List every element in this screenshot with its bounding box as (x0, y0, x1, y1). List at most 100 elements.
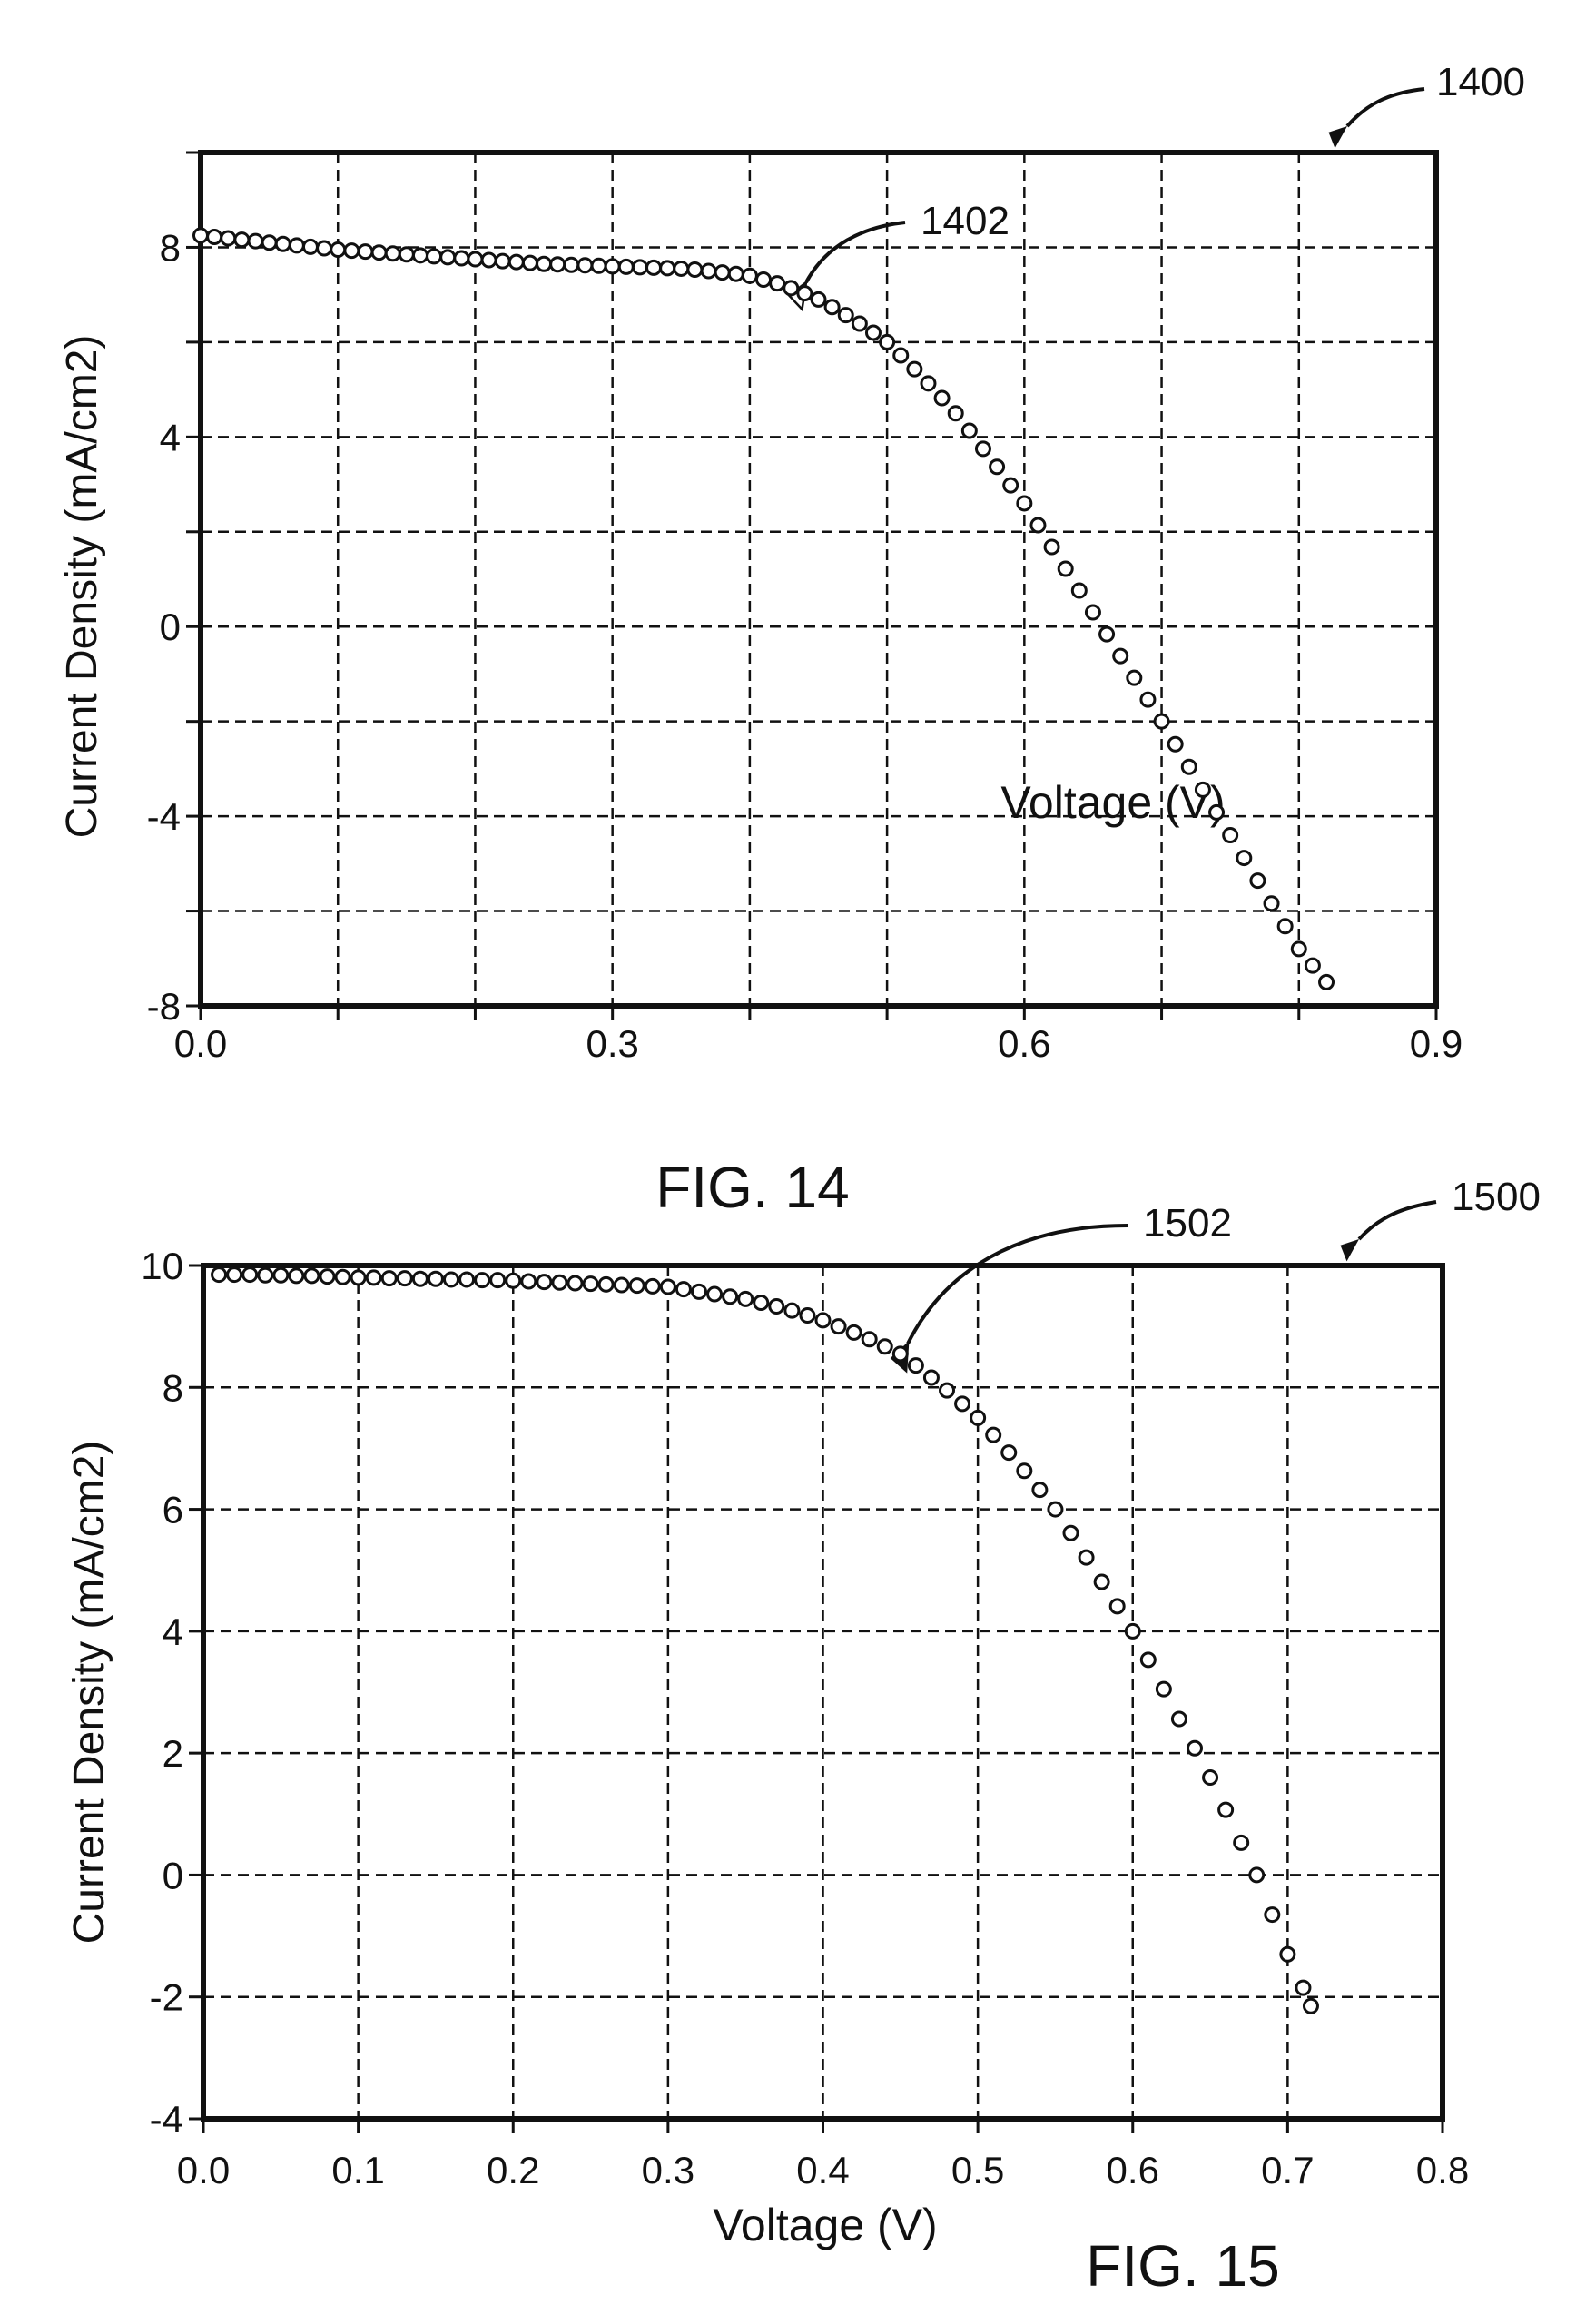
y-tick-label: -2 (150, 1976, 183, 2019)
data-point (274, 235, 291, 252)
data-point (563, 256, 580, 273)
data-point (453, 250, 470, 267)
data-point (755, 271, 773, 288)
reference-arrow (1345, 87, 1425, 128)
data-point (947, 405, 964, 422)
y-tick-label: 4 (163, 1610, 183, 1653)
data-point (1002, 477, 1019, 494)
data-point (551, 1274, 568, 1291)
data-point (192, 227, 209, 244)
data-point (1318, 973, 1335, 990)
data-point (1187, 1739, 1203, 1757)
x-tick-label: 0.3 (642, 2149, 694, 2191)
data-point (1155, 1680, 1172, 1698)
fig-15: 0.0 0.1 0.2 0.3 0.4 0.5 0.6 0.7 0.8 -4 -2 0 2 4 6 8 10 Vo… (65, 1175, 1541, 2299)
x-tick-label: 0.3 (586, 1022, 638, 1065)
data-point (1202, 1769, 1219, 1786)
data-point (1249, 872, 1266, 890)
data-point (861, 1331, 878, 1348)
data-point (357, 243, 374, 261)
data-point (617, 258, 635, 275)
data-point (706, 1285, 724, 1303)
x-tick-label: 0.5 (951, 2149, 1004, 2191)
y-tick-label: -4 (147, 795, 181, 838)
data-point (604, 258, 621, 275)
data-point (398, 246, 415, 263)
data-point (590, 257, 607, 274)
data-point (494, 252, 511, 270)
data-point (985, 1426, 1002, 1443)
y-tick-label: 0 (163, 1854, 183, 1896)
data-point (989, 458, 1006, 476)
y-tick-label: 8 (163, 1366, 183, 1409)
data-point (411, 247, 428, 264)
data-point (458, 1271, 476, 1288)
x-tick-label: 0.7 (1261, 2149, 1314, 2191)
data-point (741, 267, 758, 284)
data-point (1031, 1482, 1049, 1499)
data-point (566, 1275, 584, 1292)
data-point (686, 261, 704, 278)
y-tick-label: 8 (160, 226, 181, 269)
data-point (1222, 827, 1239, 843)
curve-reference-number: 1502 (1143, 1201, 1232, 1246)
data-point (1029, 517, 1047, 534)
y-tick-label: -8 (147, 985, 181, 1028)
data-point (507, 253, 525, 271)
data-point (814, 1312, 832, 1329)
curve-reference-arrow (804, 221, 906, 283)
data-point (370, 244, 388, 261)
data-point (1016, 1462, 1033, 1480)
data-point (1194, 781, 1211, 798)
data-point (427, 1270, 444, 1287)
y-tick-label: 0 (160, 606, 181, 648)
plot-frame (198, 150, 1439, 1009)
data-point (480, 251, 497, 269)
data-point (206, 228, 223, 245)
data-point (288, 237, 305, 254)
data-point (722, 1288, 739, 1305)
data-point (933, 389, 951, 407)
data-point (380, 1270, 398, 1287)
data-point (810, 290, 827, 308)
data-point (1302, 1997, 1319, 2014)
arrowhead-icon (1328, 126, 1347, 149)
data-point (1233, 1834, 1250, 1851)
data-point (261, 234, 278, 251)
data-point (303, 1267, 320, 1285)
y-tick-label: 4 (160, 416, 181, 458)
data-point (727, 265, 744, 282)
data-point (257, 1266, 274, 1284)
x-axis-label: Voltage (V) (713, 2200, 937, 2250)
data-point (220, 230, 237, 247)
data-point (1180, 758, 1197, 775)
y-axis-label: Current Density (mA/cm2) (58, 335, 106, 839)
x-tick-label: 0.2 (487, 2149, 539, 2191)
data-point (1153, 713, 1170, 730)
data-point (330, 241, 347, 259)
data-point (521, 254, 538, 271)
data-point (474, 1272, 491, 1289)
data-point (1112, 647, 1129, 665)
curve-reference-number: 1402 (921, 199, 1010, 243)
data-point (467, 251, 484, 268)
data-point (960, 422, 978, 439)
data-point (645, 259, 663, 276)
y-tick-label: 10 (141, 1245, 183, 1287)
figure-reference-number: 1400 (1436, 60, 1525, 104)
data-point (613, 1276, 630, 1294)
data-point (1126, 669, 1143, 686)
data-point (1236, 850, 1253, 867)
data-point (334, 1268, 351, 1285)
data-point (576, 257, 594, 274)
data-point (549, 256, 566, 273)
data-point (922, 1369, 940, 1386)
x-tick-label: 0.8 (1416, 2149, 1469, 2191)
figure-caption: FIG. 14 (655, 1155, 849, 1220)
data-point (876, 1338, 893, 1355)
data-point (837, 307, 854, 324)
data-point (892, 347, 910, 364)
data-point (845, 1324, 862, 1341)
data-point (597, 1275, 615, 1293)
